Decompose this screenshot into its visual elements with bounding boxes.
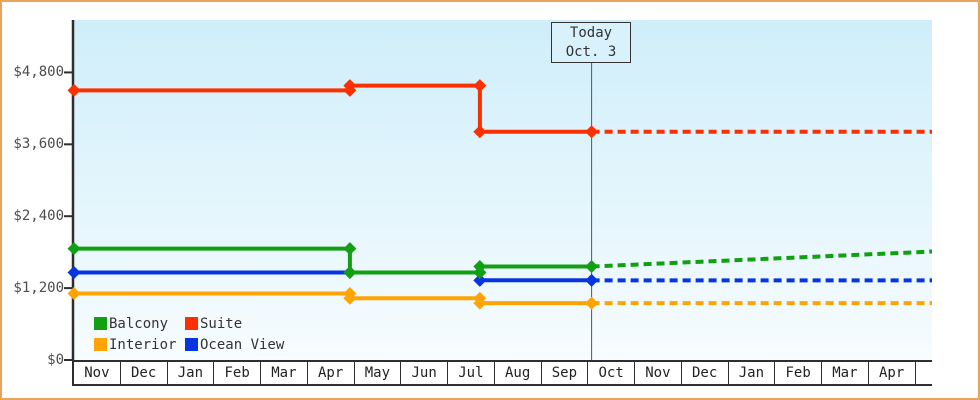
legend-label: Balcony: [109, 315, 169, 332]
x-axis-month-row: Nov Dec Jan Feb Mar Apr May Jun Jul Aug Sep Oct Nov D…: [72, 360, 932, 386]
legend-row: Balcony Suite: [94, 313, 284, 334]
today-date: Oct. 3: [565, 44, 617, 60]
data-point-marker: [343, 266, 357, 280]
y-axis-label: $3,600: [13, 136, 64, 153]
legend-swatch-icon: [185, 317, 198, 330]
series-line-balcony: [74, 246, 592, 275]
data-point-marker: [473, 296, 487, 310]
month-label: Apr: [308, 362, 355, 384]
data-point-marker: [585, 296, 599, 310]
legend-item-balcony: Balcony: [94, 316, 185, 332]
data-point-marker: [473, 273, 487, 287]
data-point-marker: [343, 242, 357, 256]
data-point-marker: [67, 266, 81, 280]
month-label: Feb: [775, 362, 822, 384]
month-label: Nov: [635, 362, 682, 384]
data-point-marker: [585, 260, 599, 274]
data-point-marker: [67, 83, 81, 97]
data-point-marker: [343, 291, 357, 305]
month-label: Aug: [495, 362, 542, 384]
today-annotation: Today Oct. 3: [551, 22, 631, 63]
month-label: Jan: [729, 362, 776, 384]
month-label: Feb: [214, 362, 261, 384]
series-line-suite: [74, 83, 592, 134]
forecast-line-balcony: [591, 249, 933, 269]
data-point-marker: [473, 79, 487, 93]
data-point-marker: [67, 286, 81, 300]
data-point-marker: [473, 260, 487, 274]
month-cell-empty: [916, 362, 933, 384]
legend-label: Suite: [200, 315, 243, 332]
month-label: Oct: [588, 362, 635, 384]
legend-swatch-icon: [185, 338, 198, 351]
data-point-marker: [67, 242, 81, 256]
month-label: Jan: [168, 362, 215, 384]
today-label: Today: [569, 25, 613, 41]
month-label: Sep: [542, 362, 589, 384]
month-label: Jul: [448, 362, 495, 384]
month-label: Apr: [869, 362, 916, 384]
data-point-marker: [473, 125, 487, 139]
legend-swatch-icon: [94, 317, 107, 330]
y-axis-label: $4,800: [13, 64, 64, 81]
data-point-marker: [585, 273, 599, 287]
series-line-interior: [74, 291, 592, 306]
month-label: Mar: [822, 362, 869, 384]
legend-label: Interior: [109, 336, 177, 353]
data-point-marker: [343, 79, 357, 93]
legend-row: Interior Ocean View: [94, 334, 284, 355]
legend-swatch-icon: [94, 338, 107, 351]
legend-item-ocean-view: Ocean View: [185, 337, 284, 353]
data-point-marker: [585, 125, 599, 139]
month-label: Nov: [74, 362, 121, 384]
month-label: Mar: [261, 362, 308, 384]
legend-label: Ocean View: [200, 336, 285, 353]
y-axis-label: $1,200: [13, 280, 64, 297]
month-label: Dec: [682, 362, 729, 384]
y-axis-label: $2,400: [13, 208, 64, 225]
plot-area: [74, 20, 932, 360]
month-label: May: [355, 362, 402, 384]
chart-legend: Balcony Suite Interior Ocean View: [94, 313, 284, 355]
month-label: Jun: [401, 362, 448, 384]
y-axis-label: $0: [47, 352, 64, 368]
month-label: Dec: [121, 362, 168, 384]
legend-item-suite: Suite: [185, 316, 242, 332]
legend-item-interior: Interior: [94, 337, 185, 353]
